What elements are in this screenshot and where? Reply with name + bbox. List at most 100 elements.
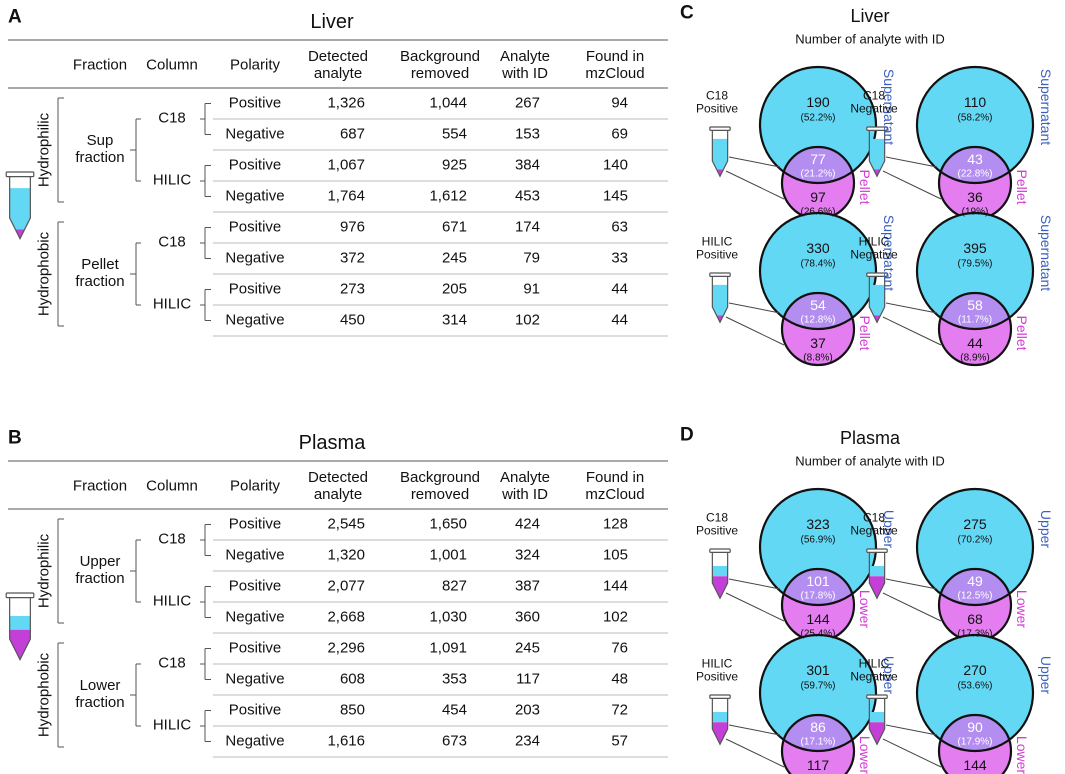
venn-percent: (25.4%) bbox=[800, 628, 836, 640]
condition-label: HILIC Positive bbox=[695, 656, 739, 684]
cell-value: 153 bbox=[514, 125, 540, 143]
venn-title: Plasma bbox=[839, 427, 901, 448]
column-header: Found in mzCloud bbox=[585, 469, 645, 503]
condition-label: C18 Negative bbox=[850, 88, 898, 116]
venn-count: 330 bbox=[806, 240, 830, 257]
polarity: Positive bbox=[228, 156, 282, 174]
bottom-circle-outline bbox=[937, 713, 1013, 774]
cell-value: 387 bbox=[514, 577, 540, 595]
top-circle-outline bbox=[915, 633, 1035, 753]
overlap bbox=[782, 293, 854, 329]
cell-value: 687 bbox=[339, 125, 365, 143]
venn-count: 54 bbox=[810, 297, 826, 314]
overlap bbox=[939, 293, 1011, 329]
venn-title: Liver bbox=[850, 5, 890, 26]
cell-value: 1,044 bbox=[429, 94, 467, 112]
overlap bbox=[939, 147, 1011, 183]
top-circle-outline bbox=[758, 487, 878, 607]
tube-outline bbox=[711, 276, 729, 324]
tube-liquid bbox=[873, 169, 881, 177]
panel-letter: A bbox=[8, 6, 22, 28]
tube-liquid bbox=[869, 138, 885, 170]
top-circle bbox=[760, 67, 876, 183]
tube-cap bbox=[866, 694, 888, 700]
column-header: Background removed bbox=[399, 469, 481, 503]
tube-liquid bbox=[15, 229, 25, 239]
top-circle-outline bbox=[915, 487, 1035, 607]
bottom-label: Pellet bbox=[1013, 169, 1030, 205]
polarity: Positive bbox=[228, 94, 282, 112]
tube-liquid bbox=[9, 188, 31, 230]
polarity: Negative bbox=[225, 249, 285, 267]
tube-cap bbox=[5, 171, 35, 178]
cell-value: 234 bbox=[514, 732, 540, 750]
venn-count: 110 bbox=[963, 94, 987, 111]
top-circle bbox=[917, 635, 1033, 751]
venn-percent: (58.2%) bbox=[957, 112, 993, 124]
pointer bbox=[885, 156, 938, 168]
cell-value: 673 bbox=[441, 732, 467, 750]
top-circle bbox=[760, 489, 876, 605]
tube-cap bbox=[709, 694, 731, 700]
column-header: Fraction bbox=[72, 477, 128, 495]
cell-value: 91 bbox=[523, 280, 540, 298]
fraction-label: Pellet fraction bbox=[75, 256, 125, 290]
top-circle bbox=[917, 489, 1033, 605]
pointer bbox=[728, 302, 781, 314]
cell-value: 102 bbox=[602, 608, 628, 626]
cell-value: 2,077 bbox=[327, 577, 365, 595]
bottom-label: Lower bbox=[856, 735, 873, 774]
venn-percent: (12.8%) bbox=[800, 314, 836, 326]
table-title: Plasma bbox=[298, 431, 366, 454]
cell-value: 450 bbox=[339, 311, 365, 329]
bottom-label: Pellet bbox=[856, 315, 873, 351]
polarity: Negative bbox=[225, 732, 285, 750]
tube-liquid bbox=[716, 315, 724, 323]
column-label: HILIC bbox=[152, 716, 192, 734]
bottom-label: Pellet bbox=[856, 169, 873, 205]
venn-count: 323 bbox=[806, 516, 830, 533]
venn-percent: (53.6%) bbox=[957, 680, 993, 692]
cell-value: 94 bbox=[611, 94, 628, 112]
tube-liquid bbox=[869, 284, 885, 316]
column-header: Detected analyte bbox=[307, 48, 369, 82]
pointer bbox=[728, 578, 781, 590]
column-header: Polarity bbox=[229, 477, 281, 495]
cell-value: 1,030 bbox=[429, 608, 467, 626]
overlap bbox=[782, 147, 854, 183]
venn-percent: (70.2%) bbox=[957, 534, 993, 546]
column-label: HILIC bbox=[152, 592, 192, 610]
bottom-label: Lower bbox=[1013, 589, 1030, 629]
polarity: Positive bbox=[228, 577, 282, 595]
cell-value: 245 bbox=[514, 639, 540, 657]
cell-value: 1,067 bbox=[327, 156, 365, 174]
venn-count: 101 bbox=[806, 573, 830, 590]
condition-label: C18 Positive bbox=[695, 510, 739, 538]
venn-percent: (17.3%) bbox=[957, 628, 993, 640]
tube-liquid bbox=[869, 566, 885, 577]
bottom-label: Lower bbox=[1013, 735, 1030, 774]
top-circle-outline bbox=[758, 211, 878, 331]
cell-value: 44 bbox=[611, 311, 628, 329]
cell-value: 1,326 bbox=[327, 94, 365, 112]
venn-count: 37 bbox=[810, 335, 826, 352]
cell-value: 453 bbox=[514, 187, 540, 205]
cell-value: 2,668 bbox=[327, 608, 365, 626]
condition-label: HILIC Positive bbox=[695, 234, 739, 262]
cell-value: 671 bbox=[441, 218, 467, 236]
pointer bbox=[882, 316, 942, 346]
column-header: Analyte with ID bbox=[499, 48, 551, 82]
tube-cap bbox=[5, 592, 35, 599]
cell-value: 976 bbox=[339, 218, 365, 236]
tube-cap bbox=[866, 126, 888, 132]
polarity: Positive bbox=[228, 639, 282, 657]
pointer bbox=[728, 156, 781, 168]
cell-value: 57 bbox=[611, 732, 628, 750]
cell-value: 203 bbox=[514, 701, 540, 719]
top-circle bbox=[760, 213, 876, 329]
tube-cap bbox=[709, 548, 731, 554]
panel-letter: B bbox=[8, 427, 22, 449]
cell-value: 174 bbox=[514, 218, 540, 236]
fraction-label: Upper fraction bbox=[75, 553, 125, 587]
venn-percent: (17.9%) bbox=[957, 736, 993, 748]
